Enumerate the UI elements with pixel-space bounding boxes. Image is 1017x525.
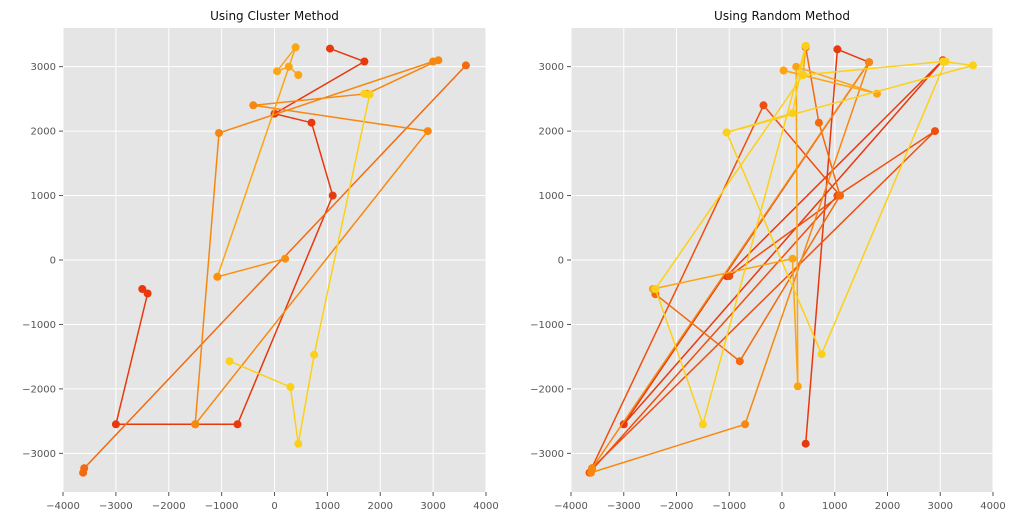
data-point — [294, 71, 303, 79]
data-point — [698, 420, 707, 429]
x-tick-label: −3000 — [607, 501, 641, 512]
gridlines — [62, 28, 487, 492]
data-point — [865, 58, 873, 67]
data-point — [941, 57, 950, 66]
chart-panel-1: −4000 −3000 −2000 −1000 0 1000 2000 3000 4000 −30… — [22, 9, 499, 512]
data-point — [799, 71, 808, 79]
data-point — [294, 439, 303, 448]
data-point — [722, 128, 731, 137]
data-point — [651, 285, 660, 293]
data-point — [191, 420, 200, 429]
x-tick-label: −4000 — [46, 501, 80, 512]
data-point — [225, 357, 234, 366]
data-point — [249, 101, 258, 110]
data-point — [836, 191, 844, 200]
x-tick-label: −1000 — [205, 501, 239, 512]
y-tick-label: 1000 — [539, 191, 564, 202]
data-point — [310, 350, 319, 359]
series-6 — [225, 89, 374, 448]
x-tick-label: 1000 — [315, 501, 340, 512]
data-point — [814, 118, 823, 127]
data-point — [833, 45, 842, 54]
data-point — [588, 464, 597, 473]
y-tick-label: 2000 — [31, 127, 56, 138]
data-point — [759, 101, 768, 110]
data-point — [281, 254, 290, 263]
y-tick-label: 2000 — [539, 127, 564, 138]
data-point — [779, 66, 788, 75]
data-point — [138, 285, 147, 293]
x-tick-label: 1000 — [822, 501, 847, 512]
x-tick-label: 4000 — [473, 501, 498, 512]
data-point — [80, 464, 89, 473]
data-point — [788, 254, 797, 263]
data-point — [931, 127, 939, 136]
data-point — [423, 127, 432, 136]
series-5 — [213, 254, 290, 281]
x-tick-label: −3000 — [99, 501, 133, 512]
data-point — [429, 57, 438, 66]
y-tick-label: 0 — [50, 256, 56, 267]
data-point — [969, 61, 977, 70]
y-tick-label: −3000 — [530, 449, 564, 460]
data-point — [461, 61, 470, 70]
series-4 — [587, 58, 873, 477]
series-6 — [651, 42, 977, 429]
data-point — [792, 62, 801, 71]
x-tick-label: −2000 — [152, 501, 186, 512]
x-tick-label: −2000 — [660, 501, 694, 512]
chart-title: Using Cluster Method — [210, 9, 339, 23]
data-point — [326, 44, 334, 53]
data-point — [143, 289, 152, 298]
y-tick-label: −3000 — [22, 449, 56, 460]
x-tick-label: −1000 — [712, 501, 746, 512]
data-point — [735, 357, 744, 366]
chart-panel-2: −4000 −3000 −2000 −1000 0 1000 2000 3000 4000 −30… — [530, 9, 1006, 512]
y-tick-label: 0 — [558, 256, 564, 267]
data-point — [793, 382, 802, 391]
y-tick-label: 1000 — [31, 191, 56, 202]
data-point — [284, 62, 293, 71]
data-point — [741, 420, 750, 429]
data-point — [725, 272, 734, 281]
y-tick-label: −1000 — [530, 320, 564, 331]
series-2 — [79, 61, 470, 477]
data-point — [817, 350, 826, 359]
data-point — [307, 118, 316, 127]
x-tick-label: 0 — [271, 501, 277, 512]
data-point — [788, 109, 797, 118]
series-1 — [111, 44, 369, 429]
data-point — [801, 42, 810, 50]
data-point — [801, 439, 810, 448]
data-point — [215, 129, 223, 137]
x-tick-label: 2000 — [875, 501, 900, 512]
y-tick-label: −1000 — [22, 320, 56, 331]
data-point — [360, 89, 369, 98]
data-point — [273, 67, 282, 76]
y-tick-label: 3000 — [31, 62, 56, 73]
series-line — [590, 61, 870, 474]
x-tick-label: 2000 — [368, 501, 393, 512]
data-point — [360, 57, 369, 66]
x-tick-label: −4000 — [554, 501, 588, 512]
y-tick-label: 3000 — [539, 62, 564, 73]
x-tick-label: 3000 — [928, 501, 953, 512]
x-tick-label: 3000 — [420, 501, 445, 512]
data-point — [291, 43, 300, 52]
data-point — [111, 420, 120, 429]
data-point — [328, 191, 337, 200]
data-point — [286, 383, 295, 391]
data-point — [213, 272, 222, 281]
series-line — [217, 257, 286, 278]
data-point — [619, 420, 628, 429]
chart-title: Using Random Method — [714, 9, 850, 23]
x-tick-label: 4000 — [980, 501, 1005, 512]
x-tick-label: 0 — [779, 501, 785, 512]
y-tick-label: −2000 — [22, 384, 56, 395]
series-line — [194, 59, 439, 425]
y-tick-label: −2000 — [530, 384, 564, 395]
data-point — [233, 420, 242, 429]
